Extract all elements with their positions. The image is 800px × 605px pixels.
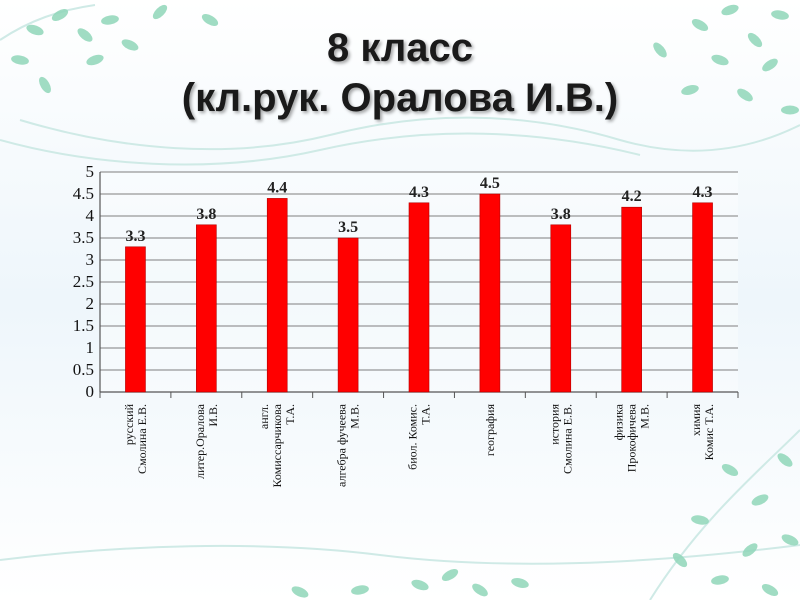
- leaf-shape: [721, 4, 739, 16]
- leaf-shape: [721, 464, 739, 476]
- leaf-shape: [771, 10, 789, 20]
- data-label: 3.8: [196, 206, 216, 223]
- y-tick-label: 2.5: [73, 272, 94, 291]
- x-tick-label: историяСмолина Е.В.: [547, 404, 574, 474]
- data-label: 3.8: [551, 206, 571, 223]
- slide-title: 8 класс: [326, 26, 473, 70]
- leaf-shape: [681, 85, 699, 95]
- leaf-shape: [511, 578, 529, 588]
- slide-subtitle: (кл.рук. Оралова И.В.): [181, 76, 619, 120]
- bar: [266, 198, 288, 393]
- y-tick-label: 4.5: [73, 184, 94, 203]
- leaf-shape: [101, 15, 119, 25]
- data-label: 4.3: [409, 184, 429, 201]
- bar: [196, 224, 217, 393]
- swirl-stroke: [0, 132, 641, 166]
- bar: [479, 193, 501, 393]
- leaf-shape: [39, 76, 51, 94]
- leaf-shape: [152, 4, 168, 20]
- y-tick-label: 0.5: [73, 360, 94, 379]
- leaf-shape: [781, 534, 799, 546]
- leaf-shape: [86, 54, 104, 66]
- leaf-shape: [711, 54, 729, 66]
- swirl-stroke: [0, 544, 800, 565]
- leaf-shape: [351, 585, 369, 595]
- leaf-shape: [781, 105, 799, 115]
- leaf-shape: [747, 32, 763, 48]
- swirl-stroke: [0, 4, 96, 41]
- data-label: 4.2: [622, 188, 642, 205]
- data-label: 4.4: [267, 179, 287, 196]
- leaf-shape: [51, 9, 69, 21]
- leaf-shape: [691, 515, 709, 525]
- leaf-shape: [711, 575, 729, 585]
- y-tick-label: 1.5: [73, 316, 94, 335]
- y-tick-label: 4: [86, 206, 95, 225]
- leaf-shape: [472, 583, 488, 597]
- y-tick-label: 0: [86, 382, 95, 401]
- bar: [550, 224, 572, 393]
- leaf-shape: [11, 55, 29, 65]
- leaf-shape: [737, 88, 753, 102]
- leaf-shape: [691, 19, 709, 31]
- y-tick-label: 1: [86, 338, 95, 357]
- data-label: 4.3: [693, 184, 713, 201]
- leaf-shape: [411, 579, 429, 591]
- data-label: 3.3: [125, 228, 145, 245]
- y-tick-label: 3: [86, 250, 95, 269]
- x-tick-label: физикаПрокофичеваМ.В.: [612, 403, 652, 472]
- leaf-shape: [742, 543, 758, 557]
- x-tick-label: алгебра фучееваМ.В.: [335, 403, 362, 487]
- leaf-shape: [672, 552, 688, 568]
- swirl-stroke: [19, 116, 800, 152]
- x-tick-label: русскийСмолина Е.В.: [122, 403, 149, 474]
- bar: [692, 202, 713, 393]
- y-tick-label: 2: [86, 294, 95, 313]
- leaf-shape: [121, 39, 139, 51]
- leaf-shape: [761, 584, 779, 596]
- leaf-shape: [751, 494, 769, 506]
- swirl-stroke: [649, 429, 800, 601]
- bar: [337, 237, 359, 393]
- leaf-shape: [777, 453, 793, 467]
- bar: [408, 202, 430, 393]
- y-tick-label: 3.5: [73, 228, 94, 247]
- y-tick-label: 5: [86, 162, 95, 181]
- bar: [125, 246, 146, 393]
- leaf-shape: [441, 569, 459, 581]
- x-tick-label: география: [483, 404, 497, 457]
- leaf-shape: [77, 28, 93, 42]
- x-tick-label: англ.КомиссарчиковаТ.А.: [257, 403, 297, 487]
- leaf-shape: [201, 14, 219, 26]
- leaf-shape: [762, 58, 778, 72]
- data-label: 3.5: [338, 219, 358, 236]
- x-tick-label: литер.ОраловаИ.В.: [193, 403, 220, 479]
- leaf-shape: [26, 24, 44, 36]
- leaf-shape: [653, 42, 667, 58]
- bar: [621, 206, 642, 393]
- x-tick-label: химияКомис Т.А.: [689, 404, 716, 461]
- data-label: 4.5: [480, 175, 500, 192]
- x-tick-label: биол. Комис.Т.А.: [406, 404, 433, 470]
- leaf-shape: [291, 586, 309, 598]
